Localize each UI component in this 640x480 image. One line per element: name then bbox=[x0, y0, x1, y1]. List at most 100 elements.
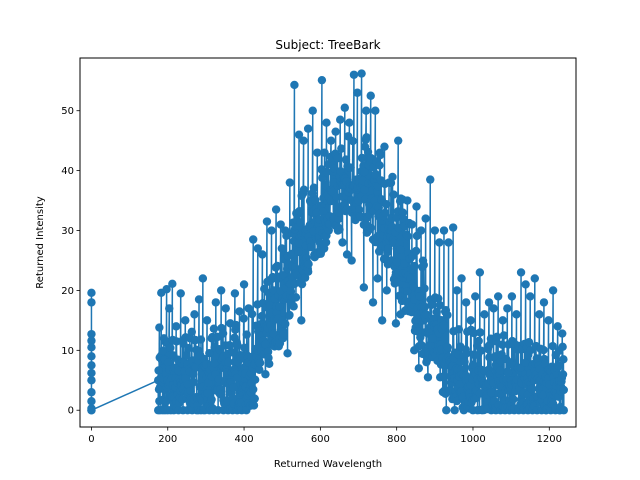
data-point bbox=[165, 304, 174, 313]
data-point bbox=[336, 115, 345, 124]
data-point bbox=[176, 289, 185, 298]
data-point bbox=[410, 261, 419, 271]
data-point bbox=[553, 322, 562, 331]
data-point bbox=[303, 267, 313, 276]
data-point bbox=[539, 298, 549, 307]
data-point bbox=[291, 293, 301, 302]
data-point bbox=[87, 397, 96, 406]
data-point bbox=[471, 292, 480, 301]
data-point bbox=[313, 148, 322, 157]
data-point bbox=[559, 355, 568, 364]
data-point bbox=[285, 178, 295, 187]
data-point bbox=[317, 75, 327, 85]
data-point bbox=[307, 242, 316, 252]
data-point bbox=[294, 130, 304, 139]
data-point bbox=[204, 378, 213, 387]
data-point bbox=[460, 357, 469, 367]
data-point bbox=[466, 316, 475, 325]
data-point bbox=[462, 349, 471, 358]
data-point bbox=[420, 284, 429, 293]
data-point bbox=[155, 323, 164, 332]
data-point bbox=[384, 244, 393, 253]
data-point bbox=[454, 325, 464, 334]
y-tick-label: 30 bbox=[61, 226, 74, 237]
data-point bbox=[355, 205, 364, 215]
data-point bbox=[527, 384, 536, 394]
data-point bbox=[452, 286, 462, 295]
data-point bbox=[509, 395, 518, 404]
data-point bbox=[154, 366, 163, 375]
data-point bbox=[544, 316, 553, 325]
data-point bbox=[287, 249, 296, 259]
data-point bbox=[303, 124, 313, 133]
data-point bbox=[469, 328, 479, 338]
data-point bbox=[412, 202, 421, 211]
data-point bbox=[171, 322, 181, 331]
data-point bbox=[249, 385, 258, 394]
data-point bbox=[221, 304, 230, 313]
data-point bbox=[538, 390, 548, 400]
data-point bbox=[348, 136, 357, 146]
data-point bbox=[396, 245, 405, 254]
data-point bbox=[439, 226, 449, 235]
data-point bbox=[275, 302, 284, 311]
data-point bbox=[216, 286, 226, 295]
data-point bbox=[87, 368, 96, 378]
data-point bbox=[295, 206, 304, 216]
data-point bbox=[371, 170, 380, 179]
data-point bbox=[207, 395, 216, 404]
data-point bbox=[443, 343, 452, 352]
data-point bbox=[414, 364, 424, 373]
data-point bbox=[375, 161, 384, 170]
data-point bbox=[187, 327, 196, 337]
data-point bbox=[184, 343, 193, 353]
data-point bbox=[345, 118, 354, 127]
data-point bbox=[403, 232, 412, 241]
data-point bbox=[189, 377, 198, 387]
data-point bbox=[320, 148, 329, 157]
data-point bbox=[174, 366, 184, 376]
x-tick-label: 200 bbox=[158, 434, 177, 445]
y-tick-label: 0 bbox=[68, 406, 74, 417]
data-point bbox=[349, 70, 359, 79]
data-point bbox=[434, 294, 443, 303]
data-point bbox=[186, 386, 195, 396]
data-point bbox=[289, 302, 298, 311]
data-point bbox=[558, 329, 567, 338]
data-point bbox=[461, 298, 471, 307]
data-point bbox=[279, 330, 288, 339]
data-point bbox=[512, 310, 521, 319]
data-point bbox=[87, 288, 96, 298]
data-point bbox=[304, 259, 313, 269]
data-point bbox=[224, 358, 233, 367]
data-point bbox=[444, 238, 453, 247]
data-point bbox=[257, 311, 267, 321]
data-point bbox=[426, 175, 435, 184]
data-point bbox=[331, 127, 340, 136]
data-point bbox=[421, 214, 430, 223]
data-point bbox=[521, 358, 530, 368]
data-point bbox=[377, 316, 387, 325]
data-point bbox=[334, 214, 343, 223]
data-point bbox=[534, 355, 543, 364]
data-point bbox=[493, 292, 503, 301]
data-point bbox=[419, 260, 428, 270]
plot-area bbox=[87, 69, 568, 415]
data-point bbox=[230, 289, 240, 298]
data-point bbox=[87, 388, 96, 397]
data-point bbox=[228, 348, 238, 357]
data-point bbox=[373, 274, 382, 283]
data-point bbox=[435, 238, 444, 247]
x-tick-label: 400 bbox=[235, 434, 254, 445]
data-point bbox=[503, 304, 512, 313]
data-point bbox=[276, 220, 285, 229]
data-point bbox=[361, 106, 371, 115]
data-point bbox=[290, 80, 299, 90]
data-point bbox=[158, 346, 167, 355]
data-point bbox=[430, 226, 440, 235]
data-point bbox=[87, 343, 96, 352]
data-point bbox=[225, 341, 235, 350]
data-point bbox=[448, 223, 458, 232]
data-point bbox=[359, 283, 369, 292]
data-point bbox=[308, 106, 317, 115]
